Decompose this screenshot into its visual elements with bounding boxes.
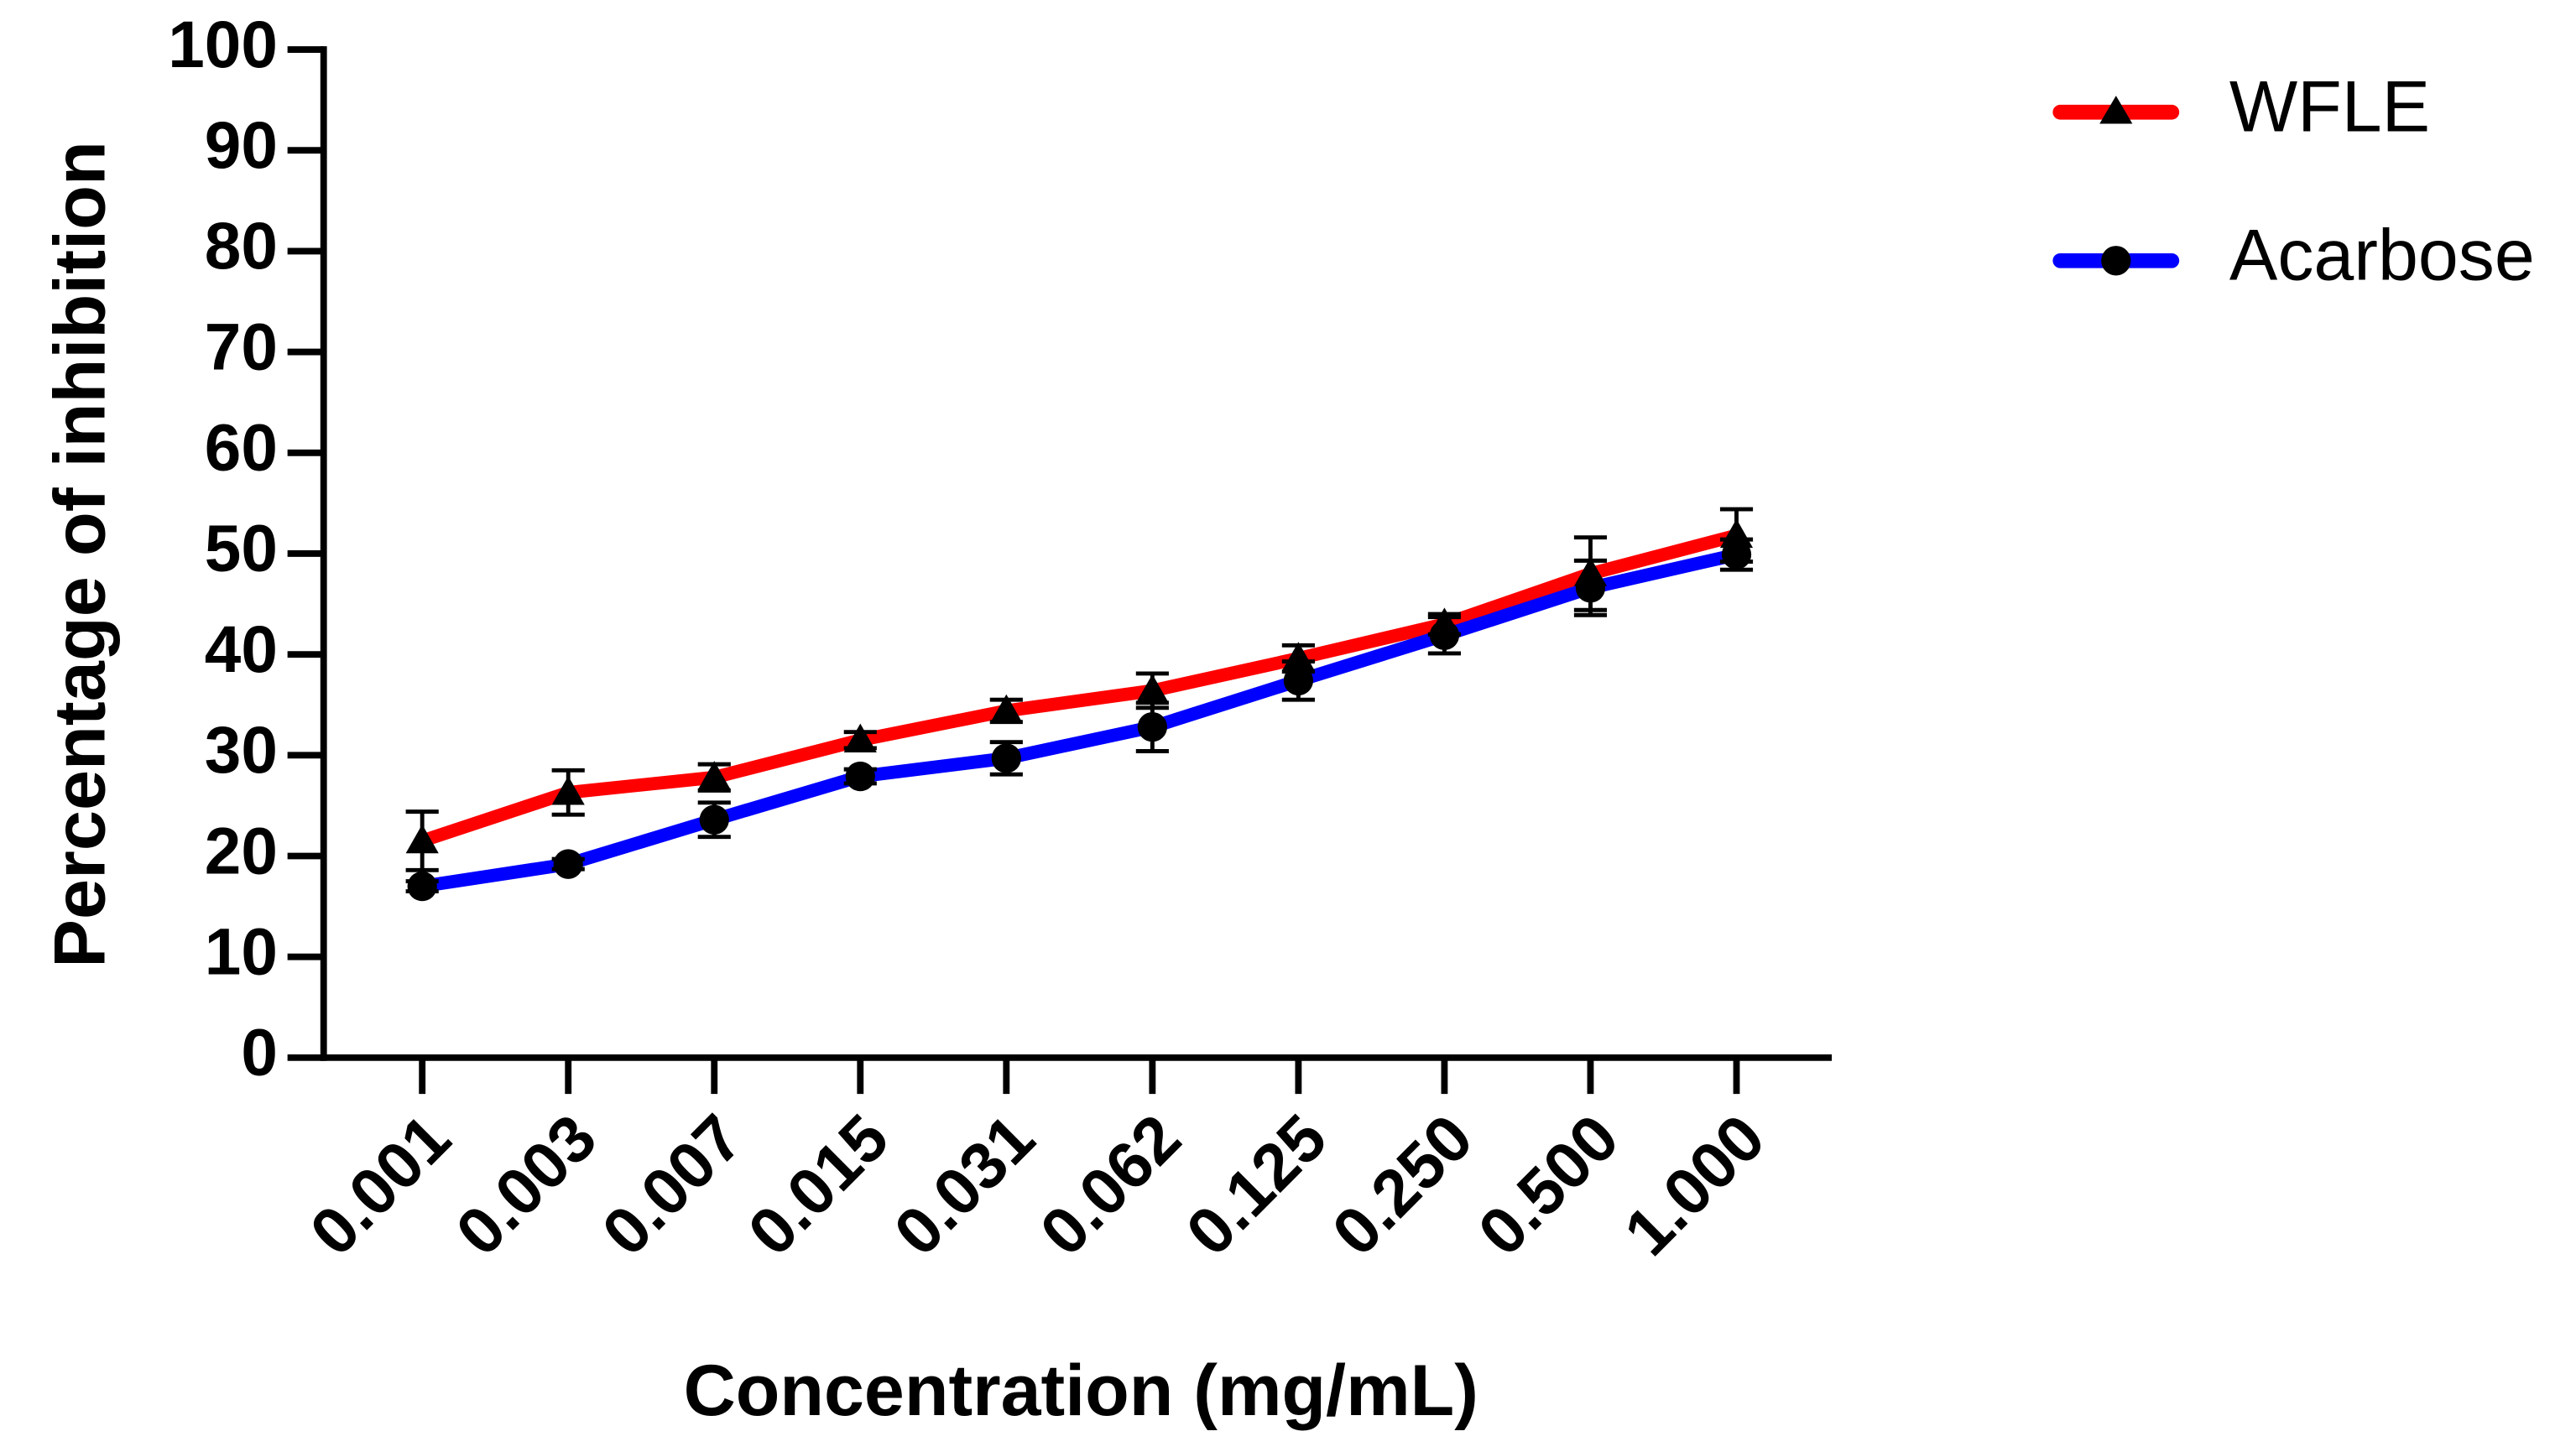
point bbox=[1721, 539, 1752, 570]
point bbox=[551, 776, 585, 805]
x-tick-label: 0.003 bbox=[442, 1101, 611, 1270]
x-tick-label: 0.015 bbox=[734, 1101, 903, 1270]
point bbox=[1429, 620, 1460, 650]
x-tick-label: 0.125 bbox=[1172, 1101, 1341, 1270]
y-axis-title: Percentage of inhibition bbox=[40, 141, 121, 968]
y-tick-label: 50 bbox=[205, 512, 278, 585]
x-tick-label: 1.000 bbox=[1610, 1101, 1779, 1270]
x-tick-label: 0.250 bbox=[1318, 1101, 1487, 1270]
point bbox=[1281, 642, 1315, 671]
point bbox=[991, 743, 1021, 773]
legend-label: WFLE bbox=[2229, 66, 2430, 147]
series-line bbox=[421, 548, 1739, 893]
point bbox=[553, 849, 583, 879]
y-tick-label: 30 bbox=[205, 713, 278, 787]
y-tick-label: 70 bbox=[205, 310, 278, 383]
y-tick-label: 10 bbox=[205, 914, 278, 988]
point bbox=[1135, 674, 1169, 704]
legend-label: Acarbose bbox=[2229, 215, 2535, 295]
x-tick-label: 0.007 bbox=[588, 1101, 757, 1270]
y-tick-label: 20 bbox=[205, 814, 278, 887]
y-tick-label: 0 bbox=[241, 1015, 278, 1089]
x-tick-label: 0.062 bbox=[1026, 1101, 1195, 1270]
point bbox=[1137, 711, 1167, 742]
point bbox=[843, 723, 877, 753]
series-line bbox=[420, 528, 1739, 847]
x-tick-label: 0.001 bbox=[296, 1101, 465, 1270]
legend-marker bbox=[2099, 96, 2133, 124]
y-tick-label: 60 bbox=[205, 410, 278, 484]
y-tick-label: 100 bbox=[168, 8, 278, 81]
x-tick-label: 0.500 bbox=[1464, 1101, 1633, 1270]
y-tick-label: 80 bbox=[205, 209, 278, 283]
point bbox=[405, 824, 439, 854]
y-tick-label: 40 bbox=[205, 612, 278, 686]
point bbox=[699, 804, 729, 835]
point bbox=[1283, 665, 1314, 696]
point bbox=[697, 761, 731, 790]
point bbox=[989, 694, 1023, 724]
y-tick-label: 90 bbox=[205, 108, 278, 182]
legend-marker bbox=[2101, 246, 2131, 276]
point bbox=[407, 871, 437, 902]
x-tick-label: 0.031 bbox=[880, 1101, 1049, 1270]
point bbox=[1575, 573, 1606, 603]
point bbox=[845, 761, 875, 792]
x-axis-title: Concentration (mg/mL) bbox=[684, 1351, 1478, 1431]
